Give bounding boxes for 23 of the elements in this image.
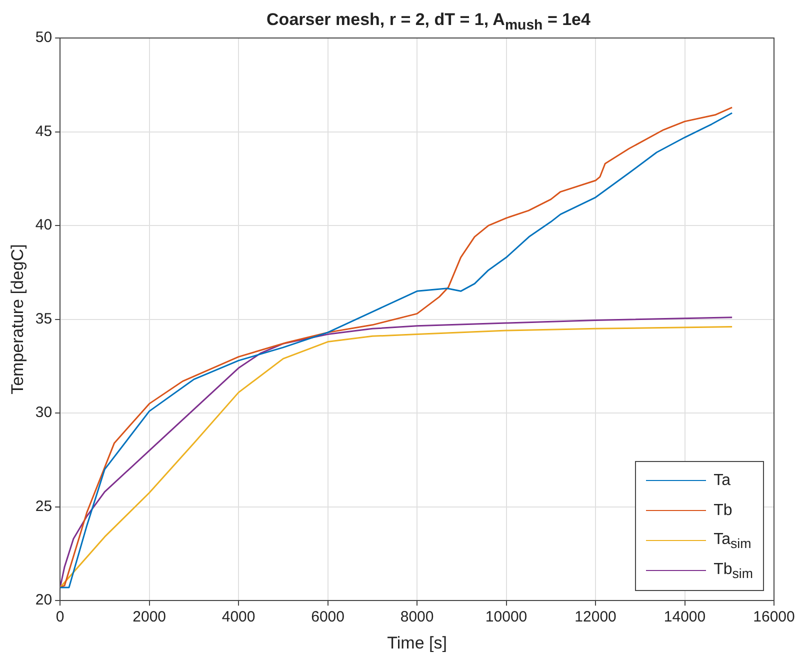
x-tick-label: 4000	[222, 608, 256, 626]
x-tick-label: 6000	[311, 608, 344, 626]
y-tick-label: 50	[35, 29, 52, 46]
y-tick-label: 25	[35, 498, 52, 515]
y-tick-label: 35	[35, 310, 52, 328]
x-axis-title: Time [s]	[387, 633, 447, 652]
x-tick-label: 8000	[400, 608, 434, 626]
y-axis-title: Temperature [degC]	[8, 244, 27, 394]
legend-label: Ta	[714, 472, 730, 490]
y-tick-label: 40	[35, 216, 52, 234]
legend-label: Ta$_{sim}$	[714, 530, 752, 551]
x-tick-label: 12000	[574, 608, 616, 626]
chart-title: Coarser mesh, r = 2, dT = 1, A$_{mush}$ = 1e4	[266, 10, 592, 34]
y-tick-label: 20	[35, 592, 52, 609]
legend-label: Tb$_{sim}$	[714, 560, 753, 581]
x-tick-label: 10000	[485, 608, 528, 626]
y-tick-label: 30	[35, 404, 52, 422]
legend-label: Tb	[714, 502, 732, 520]
x-tick-label: 0	[56, 608, 64, 626]
x-tick-label: 16000	[753, 608, 795, 626]
y-tick-label: 45	[35, 122, 52, 140]
x-tick-label: 2000	[132, 608, 166, 626]
x-tick-label: 14000	[664, 608, 706, 626]
